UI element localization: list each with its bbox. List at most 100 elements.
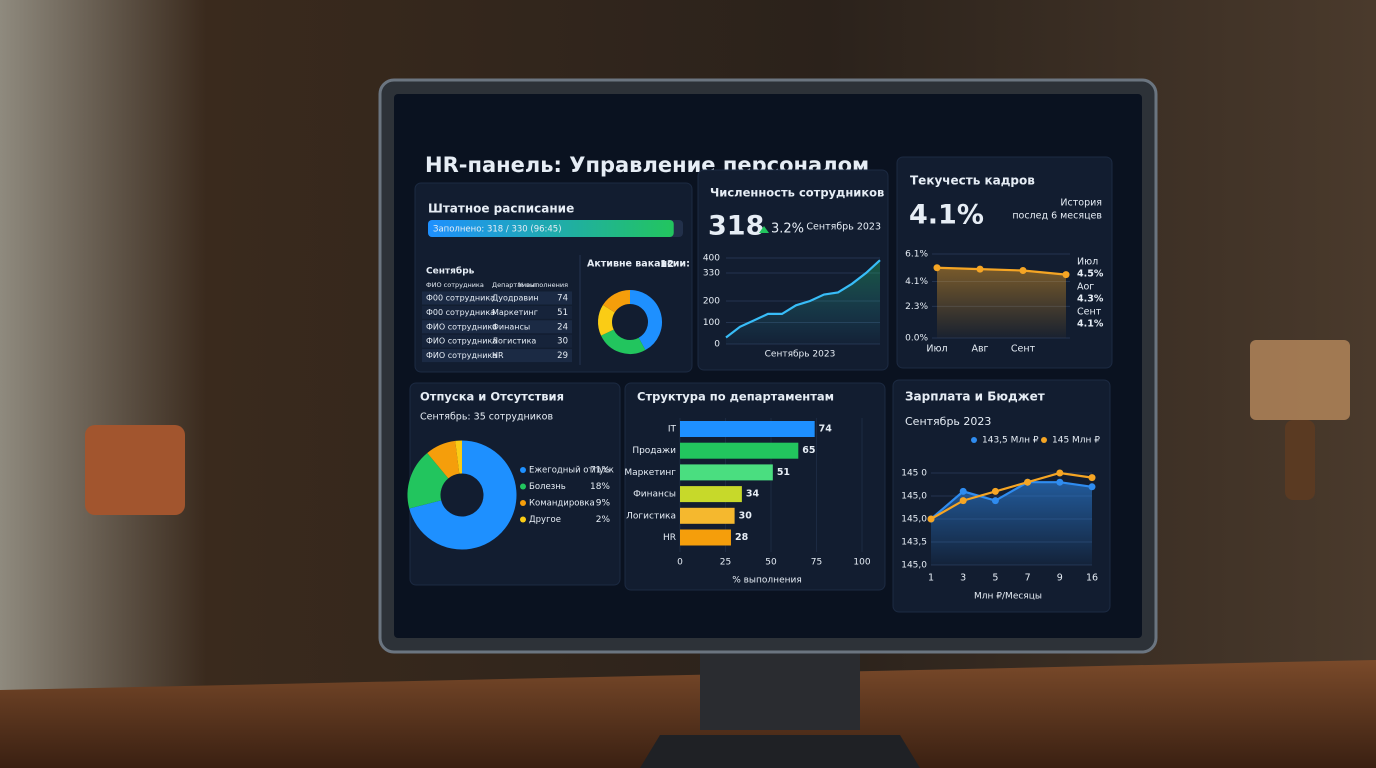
table-cell: Дуодравин bbox=[492, 294, 539, 303]
y-tick-label: IT bbox=[668, 425, 677, 435]
y-tick-label: 6.1% bbox=[905, 250, 928, 260]
panel-title: Отпуска и Отсутствия bbox=[420, 390, 564, 404]
table-cell: 74 bbox=[557, 294, 568, 304]
table-header: % выполнения bbox=[518, 281, 568, 289]
table-cell: Ф00 сотрудника bbox=[426, 308, 495, 317]
line-point bbox=[927, 515, 935, 523]
panel-title: Текучесть кадров bbox=[910, 174, 1035, 188]
y-tick-label: Финансы bbox=[633, 490, 676, 500]
y-tick-label: Логистика bbox=[626, 511, 676, 521]
change-arrow bbox=[759, 226, 769, 233]
line-point bbox=[959, 497, 967, 505]
bar bbox=[680, 486, 742, 503]
table-row bbox=[422, 349, 572, 363]
donut-segment bbox=[407, 453, 450, 509]
line-point bbox=[1062, 271, 1070, 279]
y-tick-label: 145,0 bbox=[901, 492, 927, 502]
line bbox=[725, 259, 881, 339]
line-point bbox=[1056, 469, 1064, 477]
panel-title: Численность сотрудников bbox=[710, 186, 884, 200]
table-cell: 51 bbox=[557, 308, 568, 318]
y-tick-label: 143,5 bbox=[901, 538, 927, 548]
table-row bbox=[422, 291, 572, 305]
panel bbox=[624, 382, 886, 591]
x-tick-label: 25 bbox=[720, 558, 731, 568]
vacancies-label: Активне вакансии: bbox=[587, 259, 690, 270]
monitor-base bbox=[640, 735, 920, 768]
note-label: Аог bbox=[1077, 282, 1094, 293]
x-tick-label: 16 bbox=[1086, 573, 1098, 584]
monitor-stand bbox=[700, 640, 860, 730]
note-value: 4.1% bbox=[1077, 319, 1104, 330]
table-row bbox=[422, 305, 572, 319]
line bbox=[930, 471, 1093, 520]
bar bbox=[680, 464, 773, 481]
x-tick-label: Сент bbox=[1011, 344, 1036, 355]
legend-swatch bbox=[520, 500, 526, 506]
y-tick-label: Продажи bbox=[632, 446, 676, 456]
lamp-shade bbox=[1250, 340, 1350, 420]
data-label: 34 bbox=[746, 489, 760, 500]
desk bbox=[0, 660, 1376, 768]
table-cell: 30 bbox=[557, 337, 568, 347]
donut-segment bbox=[602, 290, 631, 313]
y-tick-label: 200 bbox=[703, 297, 720, 307]
note-value: 4.3% bbox=[1077, 294, 1104, 305]
legend-swatch bbox=[520, 516, 526, 523]
y-tick-label: 330 bbox=[703, 269, 720, 279]
line-point bbox=[991, 487, 999, 495]
table-header: ФИО сотрудника bbox=[426, 281, 484, 289]
line-area bbox=[726, 260, 880, 344]
line-point bbox=[976, 265, 984, 273]
table-cell: Логистика bbox=[492, 337, 536, 346]
line-point bbox=[1019, 267, 1027, 275]
data-label: 74 bbox=[819, 424, 833, 435]
note-label: Сент bbox=[1077, 307, 1102, 318]
data-label: 28 bbox=[735, 532, 749, 543]
bar bbox=[680, 507, 735, 524]
table-row bbox=[422, 334, 572, 348]
panel-title: Зарплата и Бюджет bbox=[905, 390, 1045, 404]
table-caption: Сентябрь bbox=[426, 266, 475, 277]
x-tick-label: Июл bbox=[926, 344, 947, 355]
kpi-value: 318 bbox=[708, 211, 764, 242]
legend-swatch bbox=[971, 437, 977, 443]
progress-fill bbox=[428, 220, 674, 237]
y-tick-label: 2.3% bbox=[905, 302, 928, 312]
line-point bbox=[1024, 478, 1032, 486]
legend-swatch bbox=[520, 483, 526, 490]
line bbox=[936, 266, 1067, 276]
x-tick-label: 100 bbox=[853, 558, 870, 568]
plant-pot bbox=[85, 425, 185, 515]
line-point bbox=[959, 487, 967, 495]
table-cell: 29 bbox=[557, 351, 568, 361]
legend-swatch bbox=[1041, 437, 1047, 443]
legend-label: Болезнь bbox=[529, 482, 566, 492]
bar bbox=[680, 421, 815, 437]
legend-label: Ежегодный отпуск bbox=[529, 466, 614, 476]
data-label: 51 bbox=[777, 467, 790, 478]
line-point bbox=[933, 264, 941, 272]
x-tick-label: 3 bbox=[960, 573, 966, 584]
legend-label: 143,5 Млн ₽ bbox=[982, 436, 1039, 446]
line-point bbox=[1088, 483, 1096, 491]
table-cell: 24 bbox=[557, 322, 568, 332]
kpi-subtitle: История bbox=[1060, 198, 1102, 209]
lamp-base bbox=[1285, 420, 1315, 500]
table-cell: HR bbox=[492, 351, 504, 360]
legend-swatch bbox=[520, 467, 526, 473]
x-tick-label: 9 bbox=[1057, 573, 1063, 584]
line-point bbox=[1056, 478, 1064, 486]
data-label: 9% bbox=[596, 499, 611, 509]
vacancies-value: 12 bbox=[660, 259, 674, 270]
kpi-value: 4.1% bbox=[909, 200, 984, 231]
x-axis-label: Млн ₽/Месяцы bbox=[974, 592, 1042, 602]
y-tick-label: 100 bbox=[703, 318, 720, 328]
x-tick-label: 50 bbox=[765, 558, 777, 568]
line-area bbox=[931, 482, 1092, 565]
line-point bbox=[991, 497, 999, 505]
legend-label: Командировка bbox=[529, 499, 595, 509]
legend-label: 145 Млн ₽ bbox=[1052, 436, 1100, 446]
